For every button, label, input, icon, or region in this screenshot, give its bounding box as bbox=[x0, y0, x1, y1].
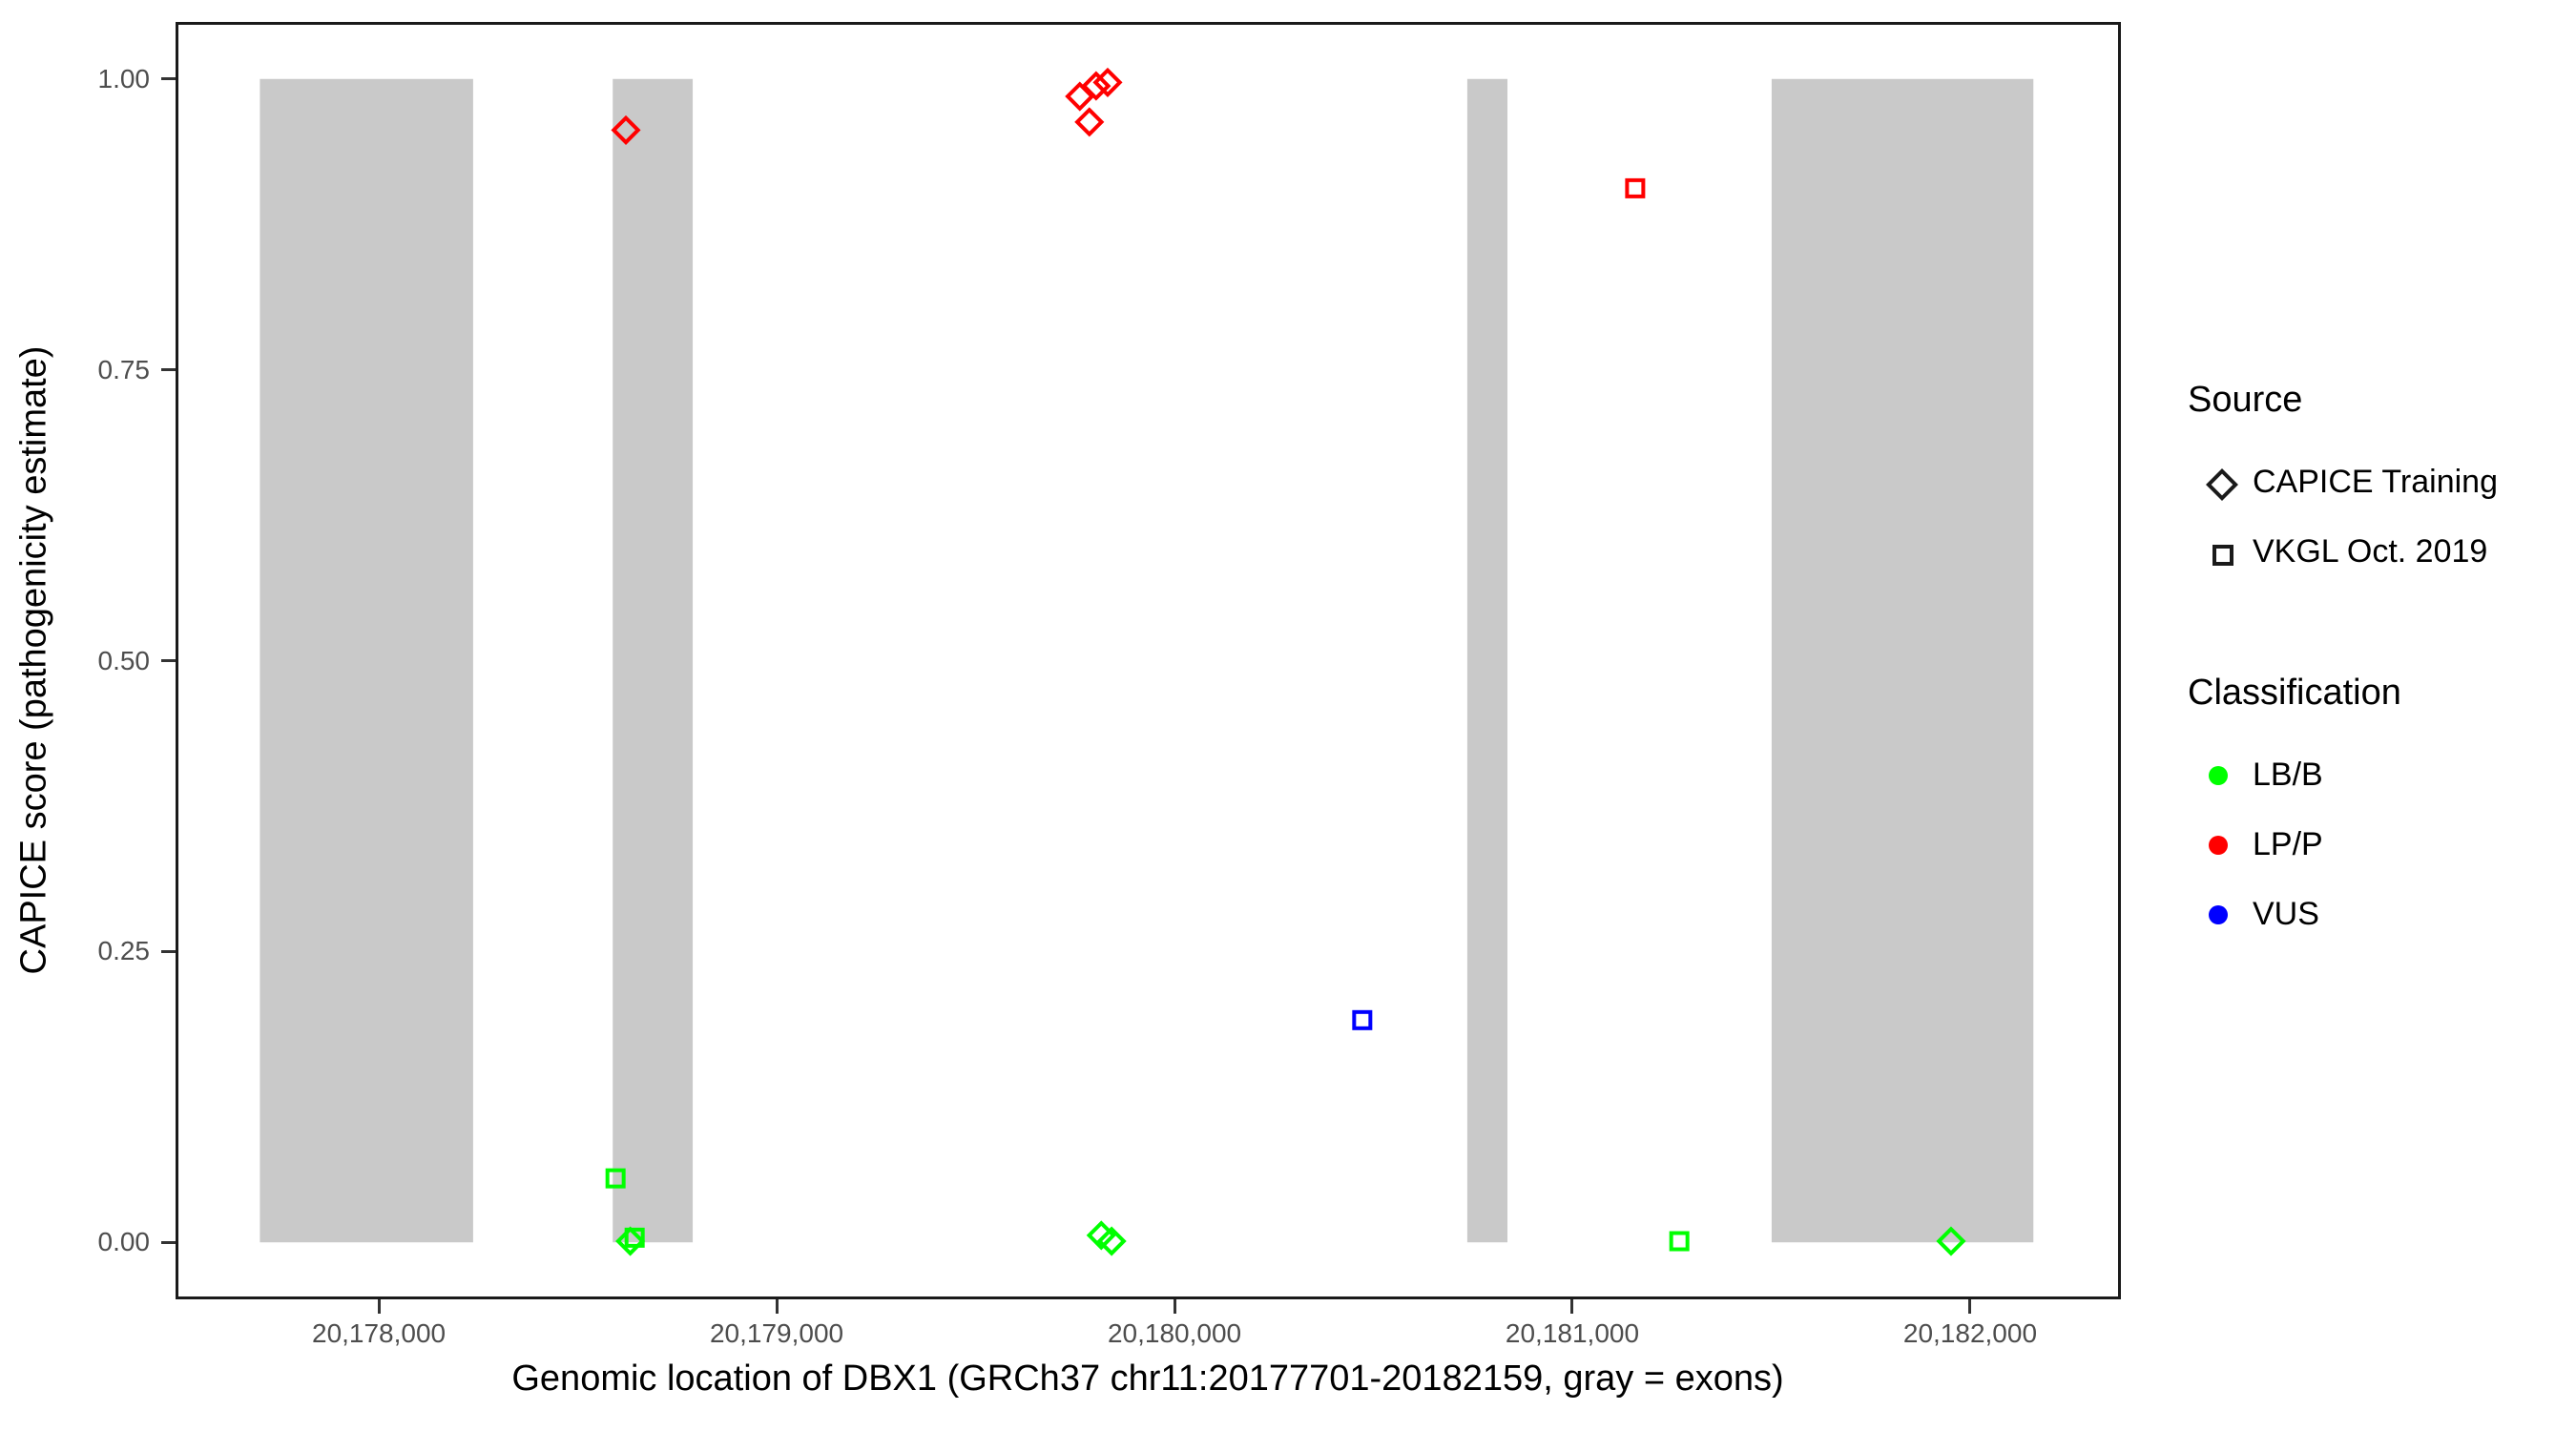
y-tick-label: 1.00 bbox=[97, 63, 151, 93]
legend-item-capice-training: CAPICE Training bbox=[2188, 447, 2569, 517]
legend-item-label: VKGL Oct. 2019 bbox=[2253, 533, 2488, 570]
legend-item-label: VUS bbox=[2253, 896, 2319, 932]
red-dot-icon bbox=[2188, 826, 2253, 864]
x-tick-mark bbox=[1968, 1299, 1972, 1314]
data-point bbox=[1352, 1009, 1373, 1030]
y-tick-label: 0.25 bbox=[97, 936, 151, 966]
y-tick-label: 0.00 bbox=[97, 1227, 151, 1257]
data-point bbox=[1074, 107, 1105, 137]
legend-item-label: LP/P bbox=[2253, 826, 2323, 862]
y-tick-label: 0.50 bbox=[97, 645, 151, 675]
x-tick-label: 20,178,000 bbox=[311, 1318, 447, 1348]
legend-group-classification: Classification LB/B LP/P VUS bbox=[2188, 673, 2569, 949]
exon-rect bbox=[1466, 78, 1508, 1243]
exon-rect bbox=[613, 78, 694, 1243]
legend-item-vkgl: VKGL Oct. 2019 bbox=[2188, 517, 2569, 587]
y-tick-mark bbox=[161, 77, 176, 81]
x-tick-label: 20,182,000 bbox=[1902, 1318, 2038, 1348]
data-point bbox=[1936, 1226, 1966, 1256]
y-tick-mark bbox=[161, 659, 176, 662]
legend-item-vus: VUS bbox=[2188, 880, 2569, 949]
data-point bbox=[1096, 1226, 1127, 1256]
x-tick-label: 20,181,000 bbox=[1505, 1318, 1640, 1348]
x-tick-mark bbox=[775, 1299, 779, 1314]
legend-classification-title: Classification bbox=[2188, 673, 2401, 713]
legend-item-lpp: LP/P bbox=[2188, 810, 2569, 880]
x-tick-mark bbox=[1173, 1299, 1176, 1314]
green-dot-icon bbox=[2188, 757, 2253, 795]
x-axis-title: Genomic location of DBX1 (GRCh37 chr11:2… bbox=[511, 1358, 1784, 1399]
diamond-marker-icon bbox=[2188, 464, 2253, 502]
legend: Source CAPICE Training VKGL Oct. 2019 Cl… bbox=[2188, 380, 2569, 1035]
x-tick-label: 20,180,000 bbox=[1107, 1318, 1242, 1348]
y-tick-label: 0.75 bbox=[97, 354, 151, 384]
x-tick-mark bbox=[1570, 1299, 1574, 1314]
x-tick-mark bbox=[377, 1299, 381, 1314]
data-point bbox=[1092, 67, 1123, 97]
data-point bbox=[1669, 1231, 1690, 1252]
data-point bbox=[611, 114, 641, 145]
legend-item-label: CAPICE Training bbox=[2253, 464, 2498, 500]
y-axis-title: CAPICE score (pathogenicity estimate) bbox=[13, 345, 54, 975]
legend-item-label: LB/B bbox=[2253, 757, 2323, 793]
y-tick-mark bbox=[161, 1240, 176, 1244]
data-point bbox=[1086, 1220, 1116, 1251]
y-tick-mark bbox=[161, 949, 176, 953]
plot-panel bbox=[176, 22, 2121, 1299]
legend-group-source: Source CAPICE Training VKGL Oct. 2019 bbox=[2188, 380, 2569, 587]
plot-canvas bbox=[260, 67, 2034, 1256]
legend-source-title: Source bbox=[2188, 380, 2303, 420]
y-tick-mark bbox=[161, 368, 176, 372]
blue-dot-icon bbox=[2188, 896, 2253, 934]
data-point bbox=[1081, 71, 1111, 101]
x-tick-label: 20,179,000 bbox=[709, 1318, 844, 1348]
data-point bbox=[1625, 177, 1646, 198]
square-marker-icon bbox=[2188, 533, 2253, 571]
exon-rect bbox=[260, 78, 473, 1243]
data-point bbox=[624, 1227, 645, 1248]
data-point bbox=[605, 1168, 626, 1189]
legend-item-lbb: LB/B bbox=[2188, 740, 2569, 810]
exon-rect bbox=[1771, 78, 2034, 1243]
